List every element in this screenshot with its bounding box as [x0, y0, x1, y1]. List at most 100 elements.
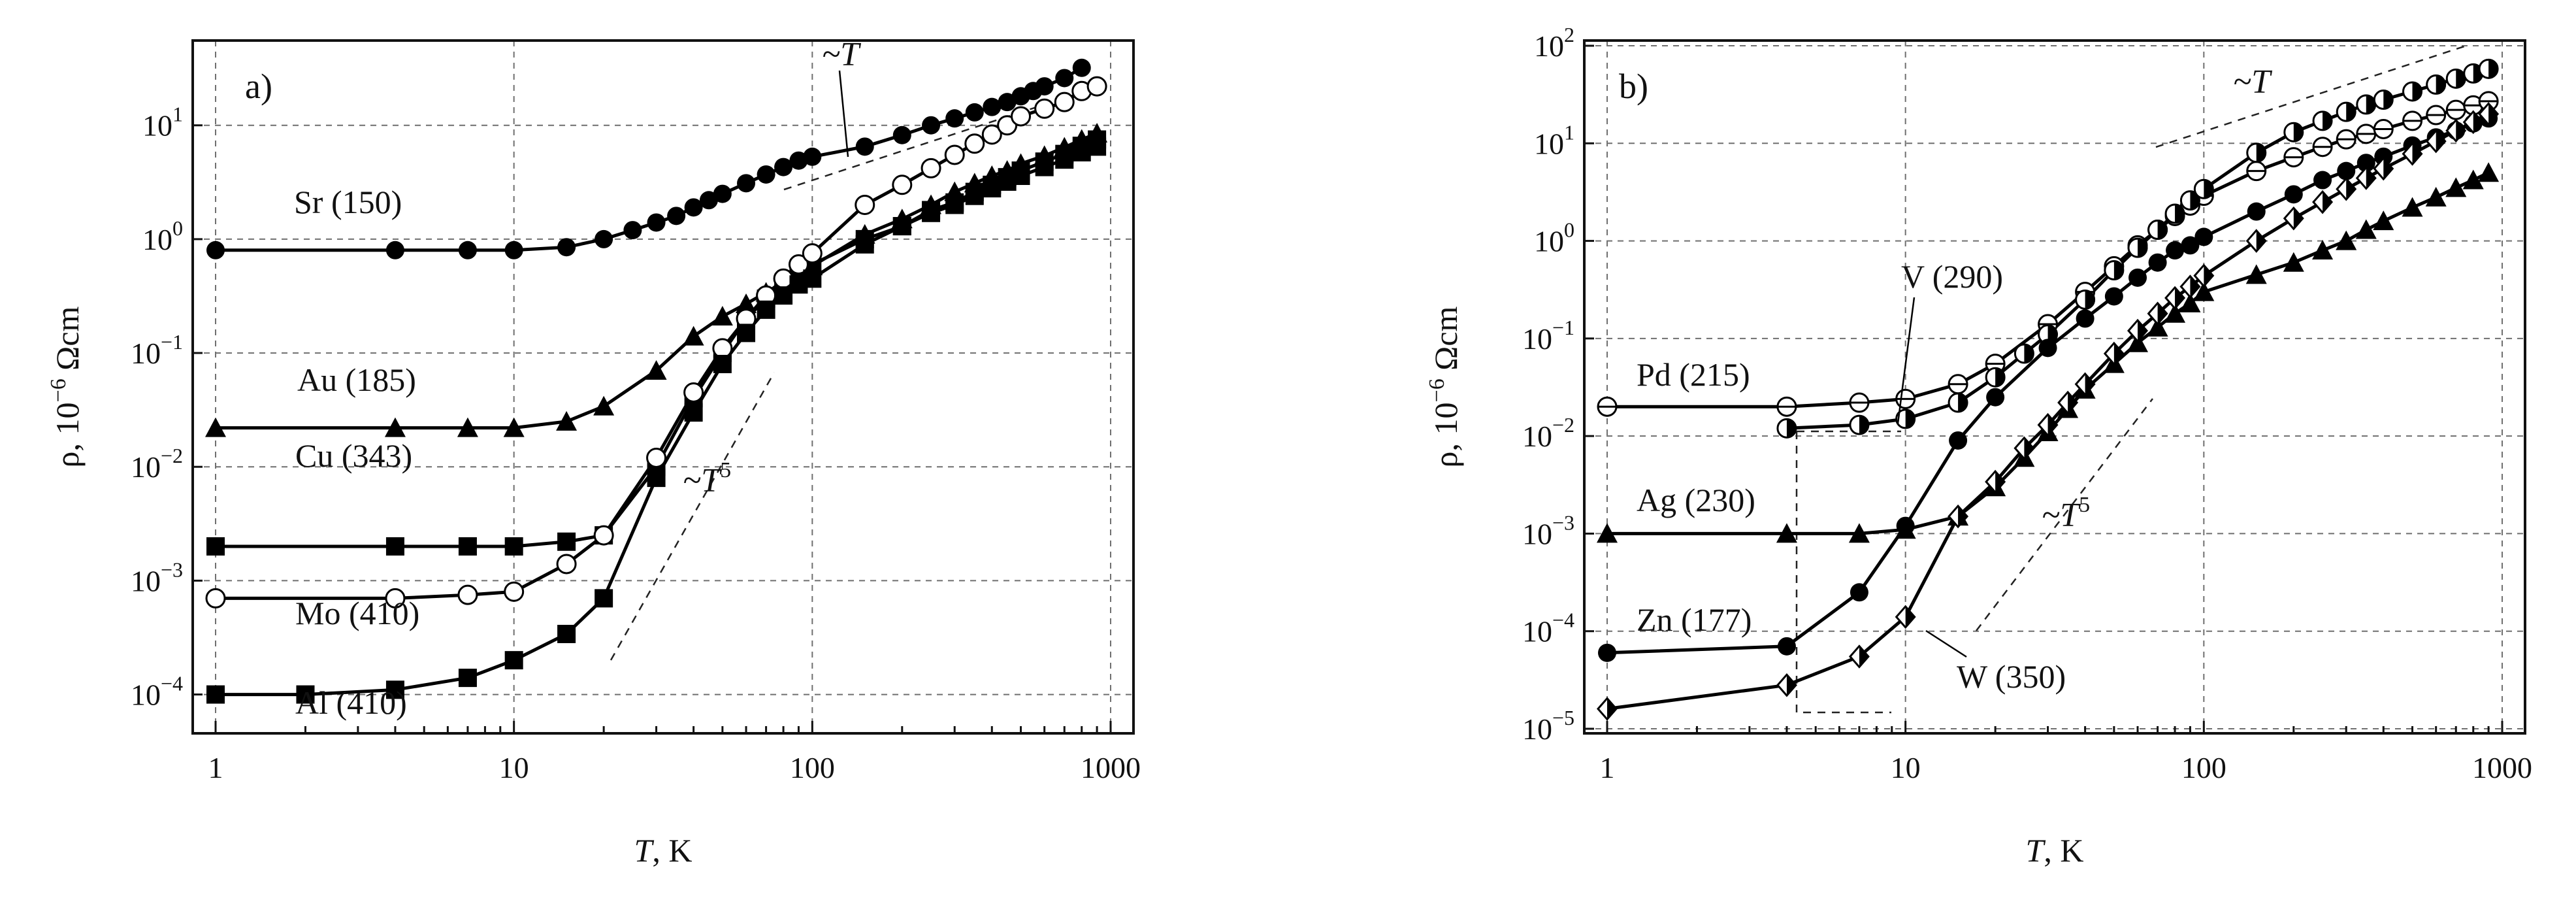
data-point-au	[457, 417, 478, 437]
data-point-al	[684, 403, 703, 422]
series-label-cu: Cu (343)	[295, 437, 412, 474]
panel-b-y-tick-label: 10−1	[1522, 316, 1574, 356]
data-point-ag	[2147, 316, 2168, 337]
data-point-mo	[802, 243, 823, 264]
data-point-al	[922, 203, 941, 222]
series-label-w-leader	[1925, 629, 1967, 658]
series-curve-mo	[216, 84, 1098, 600]
data-point-w	[2103, 341, 2125, 366]
data-point-au	[645, 360, 667, 380]
data-point-ag	[2445, 177, 2467, 197]
data-point-ag	[2336, 230, 2357, 250]
panel-a-label: a)	[245, 67, 272, 106]
data-point-ag	[2312, 240, 2334, 260]
data-point-mo	[788, 254, 809, 275]
panel-a-y-tick-label: 10−4	[131, 672, 183, 712]
data-point-v	[2104, 260, 2125, 281]
data-point-w	[1848, 644, 1870, 669]
data-point-w	[2074, 372, 2096, 397]
data-point-pd	[2246, 161, 2267, 182]
data-point-w	[2057, 390, 2079, 415]
series-label-sr: Sr (150)	[294, 184, 402, 220]
panel-a-y-tick-label: 10−1	[131, 330, 183, 370]
data-point-al	[983, 179, 1002, 198]
data-point-zn	[2076, 309, 2095, 328]
panel-a-frame	[191, 39, 1135, 735]
data-point-al	[1055, 150, 1074, 169]
panel-b-t5-trend-label: ~T5	[2042, 493, 2090, 534]
data-point-cu	[504, 537, 523, 556]
panel-a-y-axis-title: ρ, 10−6 Ωcm	[46, 306, 86, 467]
panel-b-x-axis-title: T, K	[2026, 832, 2084, 869]
data-point-w	[1597, 697, 1618, 721]
data-point-zn	[1896, 516, 1915, 535]
data-point-zn	[1949, 431, 1968, 450]
data-point-w	[1985, 469, 2006, 494]
data-point-ag	[2373, 210, 2394, 231]
data-point-ag	[2283, 252, 2304, 272]
series-label-w: W (350)	[1957, 658, 2066, 695]
panel-b-linear-guide-line	[2155, 44, 2467, 148]
panel-b-label: b)	[1619, 67, 1648, 106]
data-point-au	[683, 325, 704, 346]
data-point-pd	[1597, 396, 1618, 417]
data-point-au	[711, 305, 733, 325]
data-point-mo	[1054, 92, 1075, 112]
data-point-zn	[1598, 643, 1616, 662]
data-point-zn	[1850, 583, 1868, 602]
data-point-al	[595, 589, 613, 608]
data-point-ag	[1848, 523, 1870, 543]
data-point-au	[503, 417, 525, 437]
data-point-zn	[2313, 171, 2332, 190]
data-point-pd	[2312, 137, 2333, 158]
data-point-v	[2193, 178, 2214, 199]
data-point-pd	[2283, 147, 2304, 168]
panel-b-y-tick-label: 100	[1534, 218, 1574, 258]
data-point-sr	[922, 116, 941, 135]
data-point-zn	[2181, 236, 2200, 255]
data-point-zn	[1777, 637, 1796, 656]
data-point-pd	[1948, 374, 1968, 395]
data-point-mo	[1086, 76, 1107, 97]
data-point-pd	[2373, 118, 2394, 139]
panel-b-markers	[1597, 58, 2500, 721]
data-point-ag	[2179, 292, 2201, 312]
data-point-mo	[1034, 98, 1055, 119]
data-point-v	[2336, 101, 2356, 122]
data-point-mo	[385, 588, 406, 608]
data-point-ag	[2478, 162, 2500, 182]
data-point-ag	[2164, 303, 2186, 323]
data-point-pd	[2402, 110, 2423, 131]
data-point-sr	[945, 109, 964, 128]
data-point-w	[2355, 166, 2377, 190]
data-point-sr	[1072, 58, 1091, 77]
data-point-ag	[1597, 523, 1618, 543]
data-point-mo	[457, 584, 478, 605]
data-point-v	[2426, 74, 2447, 95]
data-point-mo	[981, 124, 1002, 145]
data-point-mo	[504, 581, 525, 602]
data-point-w	[2402, 142, 2423, 166]
panel-a-t5-guide-line	[610, 372, 775, 661]
panel-b-reference-bracket	[1795, 431, 1891, 714]
data-point-mo	[646, 447, 667, 468]
data-point-w	[2193, 263, 2215, 288]
panel-a-linear-trend-leader	[838, 70, 849, 158]
data-point-pd	[2356, 124, 2377, 144]
series-label-v: V (290)	[1901, 258, 2003, 295]
data-point-cu	[206, 537, 225, 556]
data-point-w	[2336, 176, 2357, 201]
data-point-sr	[1055, 69, 1074, 88]
data-point-sr	[803, 147, 822, 166]
data-point-ag	[2425, 186, 2447, 207]
data-point-mo	[593, 525, 614, 546]
data-point-au	[736, 293, 757, 313]
data-point-al	[1011, 167, 1030, 186]
data-point-w	[2179, 275, 2201, 299]
panel-b-y-tick-label: 10−4	[1522, 608, 1574, 648]
data-point-sr	[998, 93, 1017, 112]
panel-a-y-tick-label: 10−3	[131, 558, 183, 597]
data-point-zn	[2337, 161, 2356, 180]
data-point-al	[737, 324, 756, 342]
